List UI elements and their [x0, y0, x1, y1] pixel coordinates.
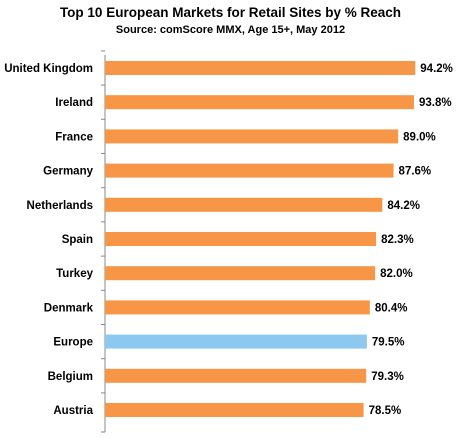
value-label: 82.0% [380, 268, 413, 280]
bar-turkey [105, 266, 376, 281]
bar-united-kingdom [105, 61, 416, 75]
category-label: United Kingdom [4, 63, 93, 75]
bar-denmark [105, 300, 370, 315]
category-label: Turkey [56, 268, 93, 280]
value-label: 79.3% [371, 371, 404, 383]
bar-ireland [105, 95, 414, 110]
value-label: 78.5% [369, 405, 402, 417]
category-label: France [55, 131, 93, 143]
category-label: Ireland [55, 97, 93, 109]
category-label: Austria [53, 405, 93, 417]
value-label: 82.3% [381, 234, 414, 246]
chart-subtitle: Source: comScore MMX, Age 15+, May 2012 [115, 24, 346, 36]
value-label: 89.0% [403, 131, 436, 143]
category-label: Spain [62, 234, 93, 246]
category-label: Denmark [44, 302, 94, 314]
category-label: Europe [53, 337, 93, 349]
category-label: Germany [43, 166, 93, 178]
category-label: Belgium [48, 371, 93, 383]
bar-netherlands [105, 197, 383, 212]
value-label: 84.2% [387, 200, 420, 212]
chart-title: Top 10 European Markets for Retail Sites… [59, 5, 402, 20]
value-label: 93.8% [419, 97, 452, 109]
bar-europe [105, 334, 367, 349]
value-label: 87.6% [399, 166, 432, 178]
value-label: 79.5% [372, 337, 405, 349]
value-label: 80.4% [375, 302, 408, 314]
bar-france [105, 129, 399, 144]
category-label: Netherlands [27, 200, 93, 212]
bar-spain [105, 232, 377, 246]
value-label: 94.2% [420, 63, 453, 75]
bar-belgium [105, 368, 367, 383]
bar-austria [105, 403, 364, 417]
bar-germany [105, 163, 394, 178]
